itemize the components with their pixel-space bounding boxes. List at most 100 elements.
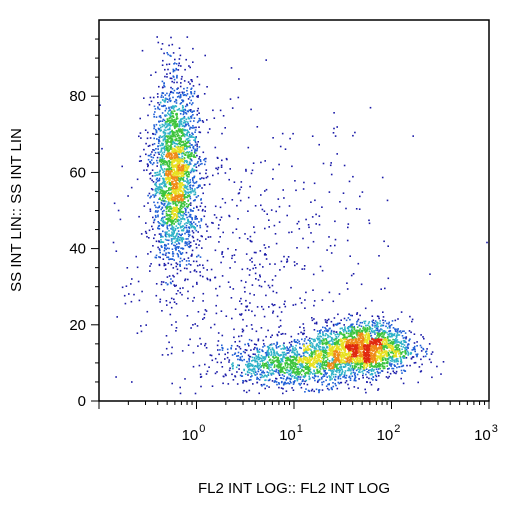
scatter-point — [191, 111, 193, 113]
scatter-point — [256, 381, 259, 384]
scatter-point — [367, 334, 369, 336]
scatter-point — [286, 358, 289, 360]
scatter-point — [315, 322, 318, 325]
scatter-point — [153, 149, 156, 152]
scatter-point — [237, 218, 239, 220]
scatter-point — [371, 320, 373, 323]
scatter-point — [147, 194, 149, 197]
scatter-point — [333, 341, 336, 344]
scatter-point — [319, 371, 321, 373]
scatter-point — [176, 109, 179, 111]
scatter-point — [310, 201, 312, 203]
scatter-point — [165, 179, 167, 181]
scatter-point — [198, 157, 200, 160]
scatter-point — [221, 198, 224, 200]
scatter-point — [379, 367, 382, 370]
scatter-point — [159, 256, 161, 259]
scatter-point — [342, 192, 345, 194]
scatter-point — [261, 365, 263, 367]
scatter-point — [163, 131, 165, 134]
scatter-point — [158, 264, 161, 267]
scatter-point — [138, 160, 141, 162]
scatter-point — [172, 116, 175, 118]
scatter-point — [236, 383, 239, 385]
scatter-point — [310, 371, 313, 374]
scatter-point — [344, 381, 347, 384]
scatter-point — [268, 356, 270, 358]
scatter-point — [183, 267, 186, 270]
scatter-point — [172, 135, 174, 138]
scatter-point — [190, 115, 193, 117]
scatter-point — [249, 185, 251, 188]
scatter-point — [314, 322, 316, 325]
scatter-point — [277, 356, 279, 359]
scatter-point — [169, 124, 171, 126]
scatter-point — [162, 258, 165, 260]
scatter-point — [237, 364, 239, 366]
scatter-point — [201, 177, 203, 179]
scatter-point — [191, 177, 194, 179]
scatter-point — [325, 373, 327, 376]
scatter-point — [204, 160, 207, 163]
scatter-point — [239, 300, 241, 302]
scatter-point — [214, 276, 216, 279]
scatter-point — [147, 114, 149, 117]
scatter-point — [296, 247, 298, 249]
scatter-point — [185, 147, 188, 150]
scatter-point — [284, 363, 287, 365]
scatter-point — [322, 364, 325, 366]
scatter-point — [306, 383, 309, 386]
scatter-point — [171, 258, 174, 260]
scatter-point — [202, 292, 205, 295]
scatter-point — [350, 364, 352, 366]
scatter-point — [164, 268, 167, 270]
scatter-point — [195, 181, 197, 184]
scatter-point — [354, 362, 356, 365]
scatter-point — [244, 379, 247, 382]
scatter-point — [199, 240, 201, 242]
scatter-point — [291, 350, 294, 352]
scatter-point — [328, 342, 330, 344]
scatter-point — [311, 346, 313, 349]
scatter-point — [194, 228, 196, 230]
scatter-point — [158, 228, 161, 230]
scatter-point — [335, 338, 337, 340]
scatter-point — [335, 384, 337, 387]
scatter-point — [261, 208, 264, 211]
scatter-point — [267, 373, 269, 376]
scatter-point — [316, 330, 319, 332]
scatter-point — [393, 364, 396, 366]
scatter-point — [175, 240, 178, 242]
scatter-point — [171, 233, 173, 235]
scatter-point — [272, 178, 274, 180]
scatter-point — [177, 230, 180, 232]
scatter-point — [165, 107, 168, 110]
scatter-point — [182, 192, 184, 195]
scatter-point — [368, 342, 370, 344]
scatter-point — [240, 297, 242, 300]
scatter-point — [199, 185, 201, 187]
scatter-point — [163, 194, 165, 197]
scatter-point — [341, 327, 343, 329]
scatter-point — [161, 99, 164, 101]
scatter-point — [295, 377, 297, 379]
scatter-point — [263, 254, 266, 256]
scatter-point — [167, 125, 169, 127]
scatter-point — [158, 256, 160, 258]
scatter-point — [258, 367, 261, 369]
scatter-point — [192, 190, 194, 192]
scatter-point — [178, 201, 180, 203]
scatter-point — [343, 373, 346, 376]
scatter-point — [198, 146, 201, 148]
scatter-point — [202, 275, 204, 278]
scatter-point — [296, 351, 299, 354]
scatter-point — [164, 247, 166, 249]
scatter-point — [199, 226, 202, 229]
scatter-point — [267, 348, 270, 351]
scatter-point — [167, 354, 169, 356]
scatter-point — [164, 98, 167, 100]
scatter-point — [354, 358, 357, 360]
scatter-point — [205, 169, 208, 171]
scatter-point — [351, 375, 354, 377]
scatter-point — [180, 138, 182, 141]
